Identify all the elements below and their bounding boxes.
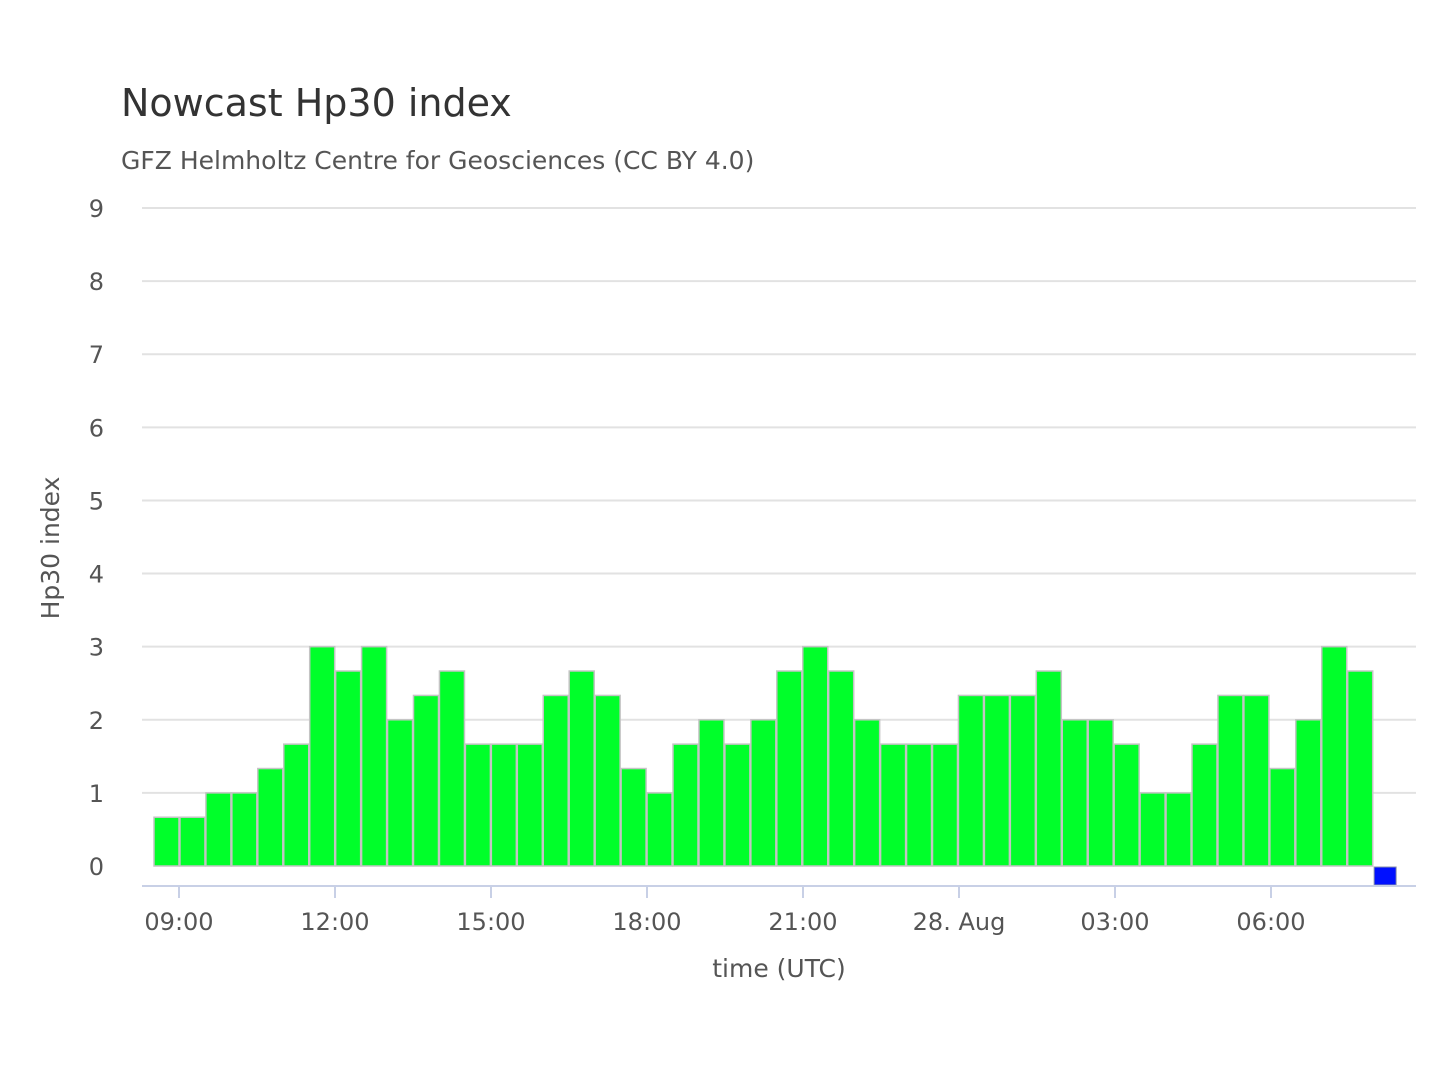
bar[interactable] — [464, 743, 492, 867]
bar[interactable] — [594, 694, 621, 867]
bar[interactable] — [750, 719, 777, 867]
y-tick-label-1: 1 — [89, 780, 104, 808]
y-axis-ticks: 0 1 2 3 4 5 6 7 8 9 — [89, 195, 104, 881]
bar[interactable] — [283, 743, 310, 867]
bar-latest[interactable] — [1373, 866, 1397, 886]
bar[interactable] — [1035, 670, 1063, 867]
bar[interactable] — [1295, 719, 1322, 867]
bars — [153, 645, 1397, 886]
bar[interactable] — [516, 743, 544, 867]
bar[interactable] — [308, 645, 336, 867]
y-tick-label-0: 0 — [89, 853, 104, 881]
x-tick-label: 09:00 — [144, 908, 213, 936]
bar[interactable] — [957, 694, 985, 867]
bar[interactable] — [672, 743, 699, 867]
y-tick-label-8: 8 — [89, 268, 104, 296]
x-tick-label: 03:00 — [1080, 908, 1149, 936]
bar[interactable] — [205, 792, 232, 867]
y-tick-label-7: 7 — [89, 341, 104, 369]
x-axis-ticks: 09:00 12:00 15:00 18:00 21:00 28. Aug 03:00 06:… — [144, 886, 1306, 936]
bar[interactable] — [879, 743, 907, 867]
bar[interactable] — [360, 645, 388, 867]
bar[interactable] — [386, 719, 414, 867]
x-tick-label: 18:00 — [612, 908, 681, 936]
bar[interactable] — [153, 816, 180, 867]
bar[interactable] — [257, 767, 284, 867]
x-tick-label: 15:00 — [456, 908, 525, 936]
bar[interactable] — [1191, 743, 1218, 867]
bar[interactable] — [1243, 694, 1270, 867]
y-tick-label-3: 3 — [89, 634, 104, 662]
x-tick-label: 21:00 — [768, 908, 837, 936]
bar[interactable] — [1217, 694, 1244, 867]
bar[interactable] — [1087, 719, 1114, 867]
bar[interactable] — [542, 694, 569, 867]
y-tick-label-6: 6 — [89, 414, 104, 442]
y-axis-title: Hp30 index — [36, 477, 65, 620]
bar[interactable] — [1165, 792, 1192, 867]
x-tick-label: 06:00 — [1236, 908, 1305, 936]
y-tick-label-2: 2 — [89, 707, 104, 735]
chart-subtitle: GFZ Helmholtz Centre for Geosciences (CC… — [121, 146, 754, 175]
bar[interactable] — [698, 719, 725, 867]
bar[interactable] — [620, 767, 647, 867]
bar[interactable] — [646, 792, 673, 867]
bar[interactable] — [490, 743, 518, 867]
bar[interactable] — [1139, 792, 1166, 867]
bar[interactable] — [724, 743, 751, 867]
bar[interactable] — [1113, 743, 1140, 867]
chart-title: Nowcast Hp30 index — [121, 81, 512, 125]
y-tick-label-5: 5 — [89, 487, 104, 515]
bar[interactable] — [1061, 719, 1088, 867]
bar[interactable] — [179, 816, 206, 867]
y-tick-label-9: 9 — [89, 195, 104, 223]
bar[interactable] — [776, 670, 803, 867]
bar[interactable] — [438, 670, 466, 867]
bar[interactable] — [1269, 767, 1296, 867]
bar[interactable] — [334, 670, 362, 867]
bar[interactable] — [853, 719, 881, 867]
bar[interactable] — [827, 670, 855, 867]
bar[interactable] — [931, 743, 959, 867]
bar[interactable] — [568, 670, 595, 867]
bar[interactable] — [1346, 670, 1374, 867]
bar[interactable] — [412, 694, 440, 867]
x-tick-label: 12:00 — [300, 908, 369, 936]
y-tick-label-4: 4 — [89, 561, 104, 589]
bar[interactable] — [802, 645, 829, 867]
bar[interactable] — [231, 792, 258, 867]
bar[interactable] — [1321, 645, 1348, 867]
bar[interactable] — [983, 694, 1011, 867]
x-tick-label: 28. Aug — [913, 908, 1006, 936]
bar[interactable] — [905, 743, 933, 867]
bar[interactable] — [1009, 694, 1037, 867]
x-axis-title: time (UTC) — [712, 954, 846, 983]
